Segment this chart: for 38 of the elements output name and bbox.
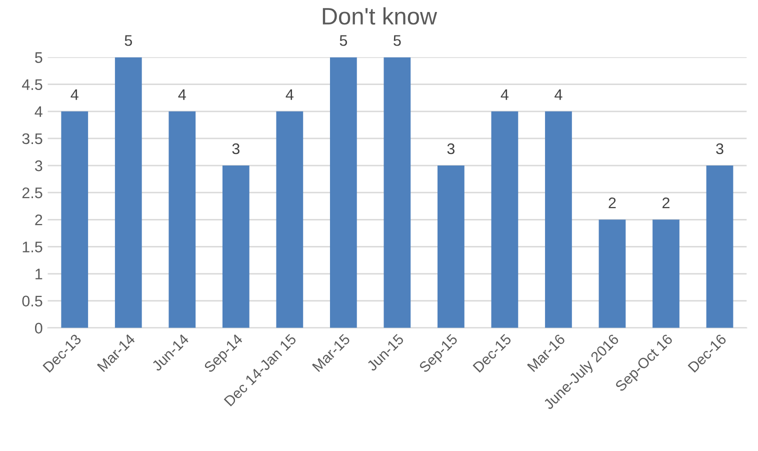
bar — [438, 166, 464, 328]
y-tick-label: 2.5 — [22, 187, 42, 198]
y-tick-label: 3.5 — [22, 133, 42, 144]
y-tick-label: 1.5 — [22, 242, 42, 252]
y-tick-label: 5 — [35, 52, 42, 63]
data-label: 4 — [500, 89, 509, 100]
data-label: 2 — [662, 197, 670, 208]
data-label: 4 — [178, 89, 186, 100]
bar — [330, 57, 357, 328]
data-label: 3 — [447, 143, 455, 154]
bar — [61, 111, 88, 328]
bar — [545, 111, 572, 328]
y-tick-label: 2 — [35, 214, 42, 226]
bar — [384, 57, 411, 328]
data-label: 5 — [394, 35, 401, 46]
bar — [114, 57, 142, 328]
y-tick-label: 3 — [34, 160, 42, 172]
y-tick-label: 4 — [34, 106, 42, 117]
data-label: 3 — [232, 143, 240, 154]
data-label: 5 — [340, 35, 348, 46]
data-label: 4 — [286, 89, 294, 100]
bar — [491, 111, 518, 328]
data-label: 4 — [554, 89, 562, 100]
y-tick-label: 0.5 — [22, 296, 42, 307]
data-label: 2 — [608, 197, 616, 208]
y-tick-label: 4.5 — [22, 79, 42, 90]
bar — [222, 166, 250, 328]
bar — [276, 111, 304, 328]
bar — [652, 220, 680, 328]
data-label: 5 — [124, 35, 132, 46]
bar — [598, 220, 626, 328]
bar — [706, 166, 734, 328]
data-label: 3 — [716, 143, 724, 154]
y-tick-label: 0 — [34, 322, 42, 334]
bar — [168, 111, 196, 328]
y-tick-label: 1 — [36, 268, 42, 280]
chart-title: Don't know — [322, 7, 438, 25]
data-label: 4 — [70, 89, 78, 100]
